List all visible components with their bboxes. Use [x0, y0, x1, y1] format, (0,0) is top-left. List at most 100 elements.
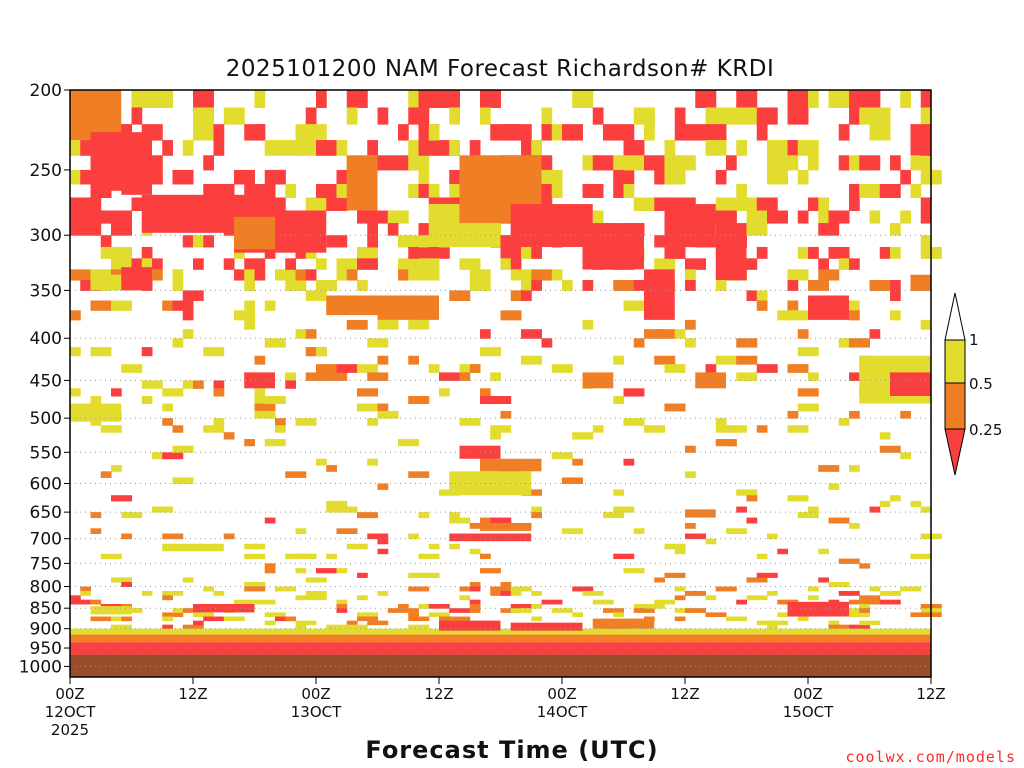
- heatmap-cell: [572, 586, 594, 592]
- heatmap-cell: [787, 495, 809, 502]
- heatmap-cell: [849, 599, 860, 605]
- heatmap-cell: [336, 528, 358, 535]
- heatmap-cell: [808, 246, 819, 259]
- heatmap-cell: [613, 489, 624, 496]
- heatmap-cell: [90, 599, 102, 605]
- heatmap-cell: [418, 169, 430, 185]
- heatmap-cell: [869, 90, 881, 108]
- heatmap-cell: [705, 107, 727, 125]
- heatmap-cell: [879, 183, 901, 198]
- heatmap-cell: [613, 169, 635, 185]
- heatmap-cell: [859, 155, 881, 171]
- heatmap-cell: [900, 210, 911, 224]
- y-tick-label: 400: [30, 329, 62, 349]
- heatmap-cell: [418, 183, 430, 198]
- heatmap-cell: [90, 396, 102, 405]
- heatmap-cell: [264, 439, 286, 447]
- heatmap-cell: [387, 608, 409, 613]
- heatmap-cell: [100, 553, 122, 560]
- heatmap-cell: [910, 553, 932, 560]
- heatmap-cell: [254, 355, 266, 365]
- heatmap-cell: [336, 235, 348, 248]
- heatmap-cell: [715, 418, 727, 426]
- heatmap-cell: [603, 512, 624, 519]
- heatmap-cell: [162, 388, 184, 397]
- heatmap-cell: [910, 183, 922, 198]
- heatmap-cell: [193, 90, 214, 108]
- heatmap-cell: [203, 586, 214, 592]
- heatmap-cell: [818, 223, 840, 236]
- heatmap-cell: [408, 471, 430, 478]
- heatmap-cell: [162, 624, 173, 630]
- heatmap-cell: [326, 465, 337, 472]
- heatmap-cell: [449, 107, 460, 125]
- heatmap-cell: [305, 329, 317, 339]
- heatmap-region: [685, 509, 716, 518]
- heatmap-cell: [664, 572, 686, 578]
- heatmap-cell: [223, 432, 235, 440]
- heatmap-cell: [234, 169, 255, 185]
- heatmap-cell: [541, 124, 553, 141]
- heatmap-cell: [162, 612, 184, 618]
- heatmap-cell: [377, 538, 389, 545]
- heatmap-region: [582, 223, 644, 270]
- heatmap-cell: [203, 425, 225, 433]
- heatmap-cell: [111, 246, 132, 259]
- heatmap-cell: [592, 107, 604, 125]
- heatmap-cell: [172, 280, 184, 291]
- heatmap-cell: [859, 603, 870, 609]
- heatmap-cell: [859, 620, 881, 626]
- y-tick-label: 500: [30, 409, 62, 429]
- heatmap-cell: [674, 403, 686, 412]
- heatmap-cell: [623, 183, 635, 198]
- heatmap-region: [193, 603, 255, 613]
- heatmap-cell: [838, 258, 850, 270]
- heatmap-cell: [244, 581, 266, 587]
- heatmap-region: [787, 601, 849, 617]
- heatmap-cell: [849, 608, 860, 613]
- heatmap-cell: [111, 465, 122, 472]
- heatmap-cell: [838, 338, 850, 348]
- heatmap-cell: [592, 599, 614, 605]
- heatmap-cell: [346, 543, 368, 550]
- legend-label-0.5: 0.5: [969, 375, 993, 393]
- heatmap-cell: [90, 418, 102, 426]
- heatmap-cell: [767, 140, 788, 156]
- heatmap-cell: [336, 599, 348, 605]
- heatmap-cell: [890, 223, 901, 236]
- heatmap-cell: [162, 595, 173, 601]
- heatmap-cell: [510, 258, 522, 270]
- heatmap-cell: [80, 590, 91, 596]
- heatmap-cell: [521, 269, 532, 281]
- heatmap-cell: [838, 124, 850, 141]
- heatmap-cell: [469, 364, 481, 373]
- heatmap-cell: [305, 107, 317, 125]
- heatmap-cell: [685, 533, 706, 540]
- heatmap-cell: [818, 548, 829, 555]
- heatmap-cell: [326, 197, 348, 212]
- heatmap-cell: [756, 425, 768, 433]
- heatmap-cell: [551, 269, 563, 281]
- heatmap-cell: [654, 599, 676, 605]
- heatmap-cell: [295, 418, 317, 426]
- heatmap-cell: [70, 269, 91, 281]
- heatmap-cell: [469, 548, 481, 555]
- heatmap-cell: [346, 620, 358, 626]
- heatmap-cell: [633, 608, 655, 613]
- legend-label-1: 1: [969, 331, 979, 349]
- heatmap-cell: [592, 210, 604, 224]
- heatmap-cell: [838, 590, 860, 596]
- heatmap-cell: [551, 608, 573, 613]
- heatmap-cell: [439, 388, 450, 397]
- heatmap-cell: [408, 396, 430, 405]
- heatmap-cell: [316, 258, 327, 270]
- heatmap-cell: [305, 124, 327, 141]
- heatmap-cell: [869, 107, 891, 125]
- heatmap-cell: [756, 290, 768, 302]
- heatmap-cell: [469, 522, 481, 529]
- y-tick-label: 900: [30, 620, 62, 640]
- y-tick-label: 600: [30, 474, 62, 494]
- heatmap-cell: [182, 624, 204, 630]
- heatmap-cell: [428, 543, 440, 550]
- heatmap-cell: [121, 533, 132, 540]
